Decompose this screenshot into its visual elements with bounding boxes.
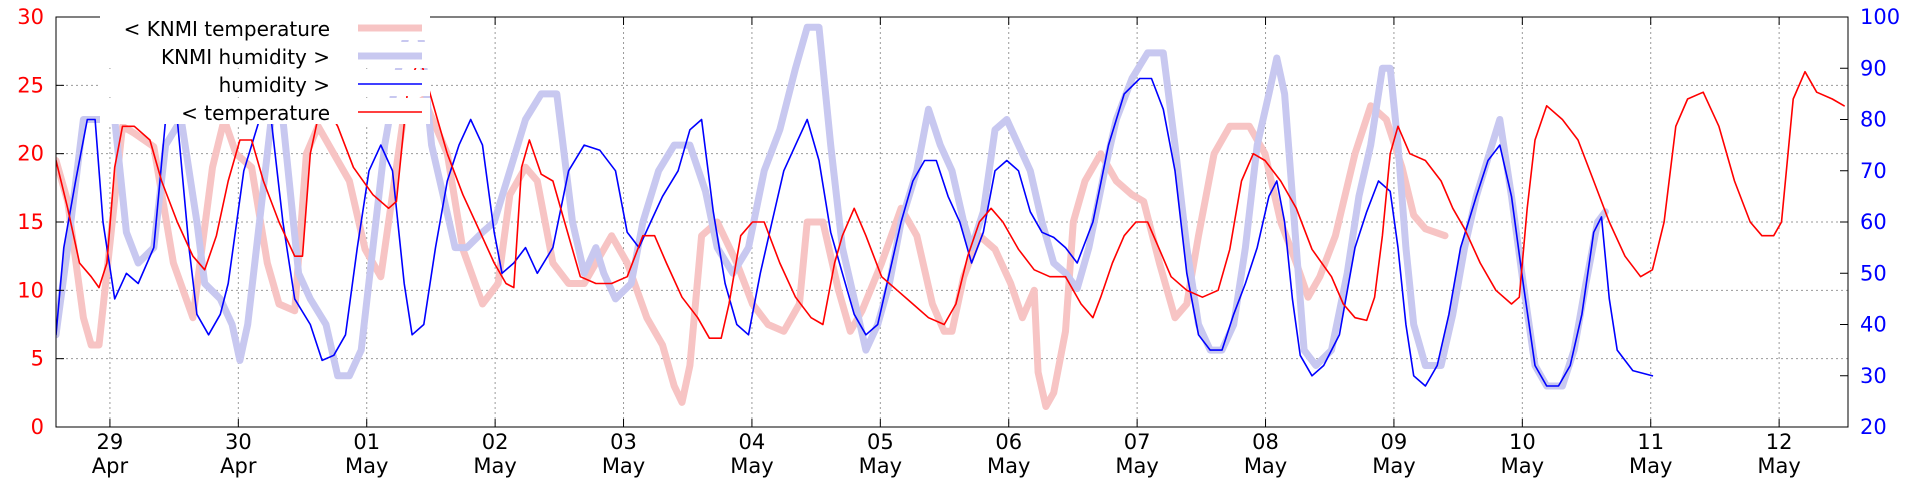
axes-group: 051015202530203040506070809010029Apr30Ap… — [17, 5, 1900, 478]
right-tick-label: 70 — [1860, 159, 1887, 183]
legend-bg — [100, 98, 430, 124]
x-tick-month-label: May — [730, 454, 773, 478]
x-tick-month-label: Apr — [220, 454, 257, 478]
left-tick-label: 30 — [17, 5, 44, 29]
left-tick-label: 20 — [17, 142, 44, 166]
x-tick-day-label: 06 — [995, 430, 1022, 454]
x-tick-month-label: May — [859, 454, 902, 478]
x-tick-day-label: 03 — [610, 430, 637, 454]
legend-label: KNMI humidity > — [161, 45, 330, 69]
x-tick-month-label: May — [602, 454, 645, 478]
x-tick-day-label: 29 — [97, 430, 124, 454]
x-tick-day-label: 11 — [1637, 430, 1664, 454]
x-tick-month-label: May — [1244, 454, 1287, 478]
x-tick-day-label: 01 — [353, 430, 380, 454]
x-tick-month-label: May — [345, 454, 388, 478]
x-tick-day-label: 12 — [1766, 430, 1793, 454]
x-tick-day-label: 04 — [739, 430, 766, 454]
x-tick-month-label: May — [1372, 454, 1415, 478]
legend-label: humidity > — [219, 73, 330, 97]
series-line-2 — [56, 77, 1654, 387]
x-tick-day-label: 10 — [1509, 430, 1536, 454]
left-tick-label: 10 — [17, 278, 44, 302]
x-tick-day-label: 05 — [867, 430, 894, 454]
right-tick-label: 90 — [1860, 56, 1887, 80]
x-tick-day-label: 09 — [1381, 430, 1408, 454]
left-tick-label: 15 — [17, 210, 44, 234]
left-tick-label: 5 — [31, 347, 44, 371]
legend: < KNMI temperature KNMI humidity > humidit… — [100, 14, 430, 125]
x-tick-day-label: 30 — [225, 430, 252, 454]
series-group — [56, 23, 1845, 410]
x-tick-month-label: May — [1501, 454, 1544, 478]
x-tick-month-label: May — [473, 454, 516, 478]
series-line-0 — [56, 95, 1449, 410]
right-tick-label: 60 — [1860, 210, 1887, 234]
x-tick-month-label: May — [1757, 454, 1800, 478]
x-tick-day-label: 08 — [1252, 430, 1279, 454]
left-tick-label: 25 — [17, 73, 44, 97]
legend-bg — [100, 70, 430, 96]
left-tick-label: 0 — [31, 415, 44, 439]
x-tick-month-label: Apr — [92, 454, 129, 478]
x-tick-month-label: May — [1115, 454, 1158, 478]
right-tick-label: 40 — [1860, 313, 1887, 337]
x-tick-month-label: May — [1629, 454, 1672, 478]
legend-label: < KNMI temperature — [124, 17, 330, 41]
series-line-1 — [56, 23, 1609, 390]
right-tick-label: 30 — [1860, 364, 1887, 388]
right-tick-label: 20 — [1860, 415, 1887, 439]
x-tick-day-label: 02 — [482, 430, 509, 454]
right-tick-label: 50 — [1860, 261, 1887, 285]
right-tick-label: 80 — [1860, 108, 1887, 132]
right-tick-label: 100 — [1860, 5, 1900, 29]
x-tick-day-label: 07 — [1124, 430, 1151, 454]
legend-label: < temperature — [181, 101, 330, 125]
x-tick-month-label: May — [987, 454, 1030, 478]
